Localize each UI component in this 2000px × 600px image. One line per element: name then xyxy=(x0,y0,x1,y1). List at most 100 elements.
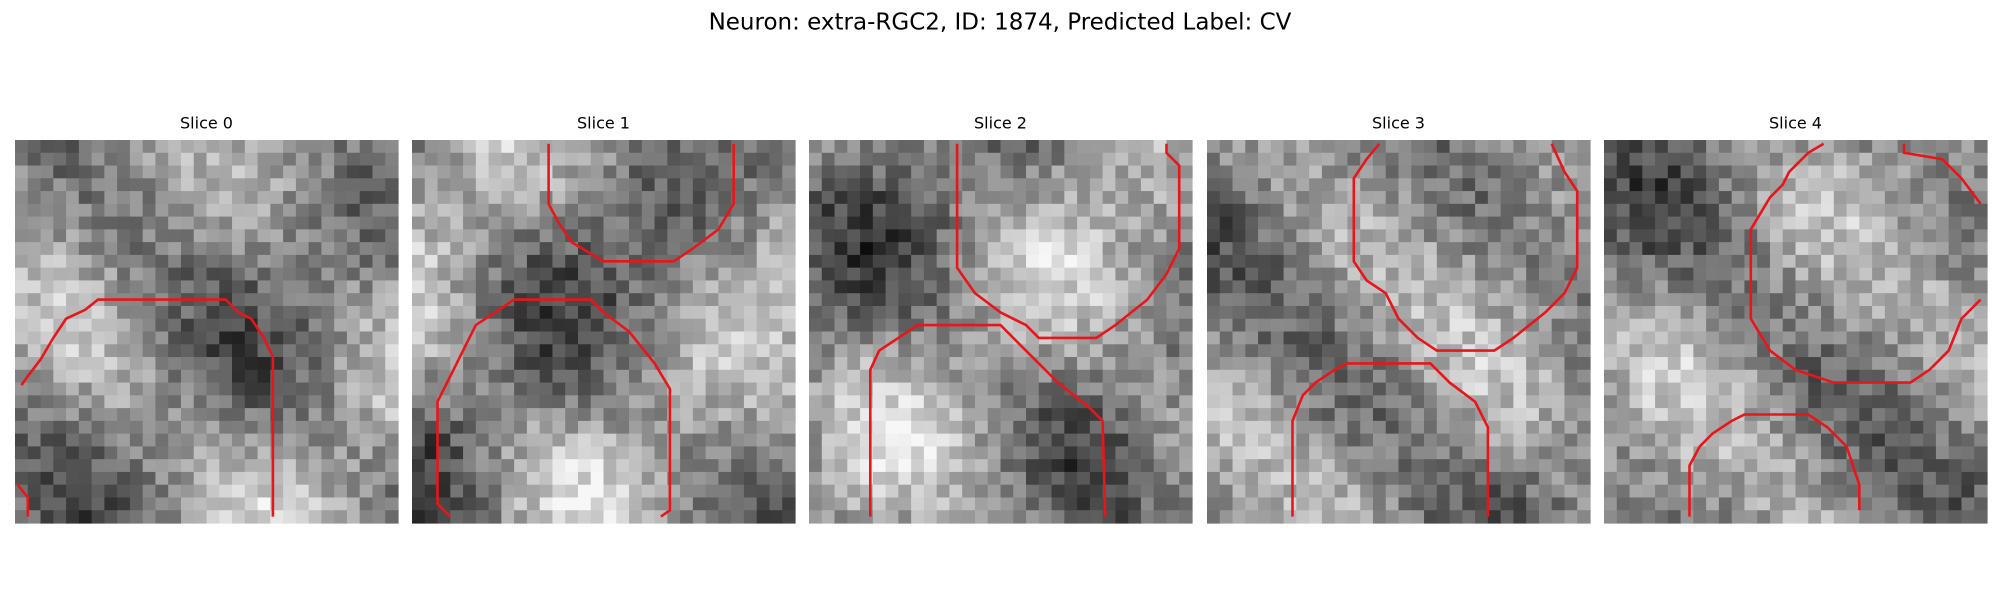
pixel xyxy=(475,140,490,154)
pixel xyxy=(450,433,464,447)
pixel xyxy=(809,331,823,345)
pixel xyxy=(1513,497,1527,511)
pixel xyxy=(603,420,617,435)
pixel xyxy=(501,165,515,179)
pixel xyxy=(1245,433,1259,447)
pixel xyxy=(1296,203,1310,218)
pixel xyxy=(346,293,361,307)
pixel xyxy=(680,293,694,307)
pixel xyxy=(936,510,951,524)
pixel xyxy=(1604,357,1618,371)
pixel xyxy=(180,178,195,192)
pixel xyxy=(1411,471,1425,486)
pixel xyxy=(1744,395,1758,409)
pixel xyxy=(437,165,451,179)
pixel xyxy=(206,140,220,154)
pixel xyxy=(1245,229,1259,243)
pixel xyxy=(27,229,42,243)
pixel xyxy=(1577,433,1591,447)
pixel xyxy=(1769,459,1784,473)
pixel xyxy=(412,395,426,409)
pixel xyxy=(219,484,233,499)
pixel xyxy=(769,216,783,230)
pixel xyxy=(539,280,554,294)
pixel xyxy=(334,357,348,371)
pixel xyxy=(1935,382,1950,396)
pixel xyxy=(78,357,93,371)
pixel xyxy=(1334,203,1349,218)
pixel xyxy=(1795,140,1809,154)
pixel xyxy=(1179,471,1193,486)
pixel xyxy=(654,178,668,192)
pixel xyxy=(552,229,566,243)
pixel xyxy=(1757,446,1771,460)
pixel xyxy=(1140,178,1155,192)
pixel xyxy=(129,484,144,499)
pixel xyxy=(616,280,630,294)
pixel xyxy=(424,191,439,205)
pixel xyxy=(334,229,348,243)
pixel xyxy=(603,140,617,154)
pixel xyxy=(514,191,528,205)
pixel xyxy=(1769,293,1784,307)
pixel xyxy=(206,152,220,167)
pixel xyxy=(1859,318,1873,333)
pixel xyxy=(1769,395,1784,409)
pixel xyxy=(590,140,605,154)
pixel xyxy=(488,152,502,167)
pixel xyxy=(769,446,783,460)
pixel xyxy=(1334,471,1349,486)
pixel xyxy=(885,305,899,320)
pixel xyxy=(898,484,912,499)
pixel xyxy=(346,216,361,230)
pixel xyxy=(756,510,771,524)
pixel xyxy=(1513,242,1527,256)
pixel xyxy=(1207,165,1221,179)
pixel xyxy=(283,357,297,371)
pixel xyxy=(1219,293,1234,307)
pixel xyxy=(1693,152,1707,167)
pixel xyxy=(1961,510,1975,524)
pixel xyxy=(334,344,348,358)
pixel xyxy=(1398,420,1412,435)
pixel xyxy=(168,459,182,473)
pixel xyxy=(1808,459,1822,473)
pixel xyxy=(53,229,67,243)
pixel xyxy=(1385,344,1400,358)
pixel xyxy=(412,229,426,243)
pixel xyxy=(40,510,54,524)
pixel xyxy=(680,242,694,256)
pixel xyxy=(27,471,42,486)
pixel xyxy=(1309,318,1323,333)
pixel xyxy=(359,510,374,524)
pixel xyxy=(514,178,528,192)
pixel xyxy=(809,254,823,269)
pixel xyxy=(1128,357,1142,371)
pixel xyxy=(1923,293,1937,307)
pixel xyxy=(1283,395,1297,409)
pixel xyxy=(244,369,259,384)
pixel xyxy=(1398,331,1412,345)
pixel xyxy=(1833,382,1848,396)
pixel xyxy=(1564,459,1578,473)
pixel xyxy=(1642,408,1656,422)
pixel xyxy=(756,229,771,243)
pixel xyxy=(987,216,1002,230)
pixel xyxy=(1706,178,1720,192)
pixel xyxy=(1372,203,1387,218)
pixel xyxy=(526,216,541,230)
pixel xyxy=(1128,369,1142,384)
pixel xyxy=(463,395,477,409)
pixel xyxy=(718,140,732,154)
pixel xyxy=(1897,369,1911,384)
pixel xyxy=(1077,459,1091,473)
pixel xyxy=(244,280,259,294)
pixel xyxy=(359,203,374,218)
pixel xyxy=(1974,510,1988,524)
pixel xyxy=(1564,433,1578,447)
pixel xyxy=(1718,357,1733,371)
pixel xyxy=(1283,471,1297,486)
pixel xyxy=(1245,178,1259,192)
pixel xyxy=(27,305,42,320)
